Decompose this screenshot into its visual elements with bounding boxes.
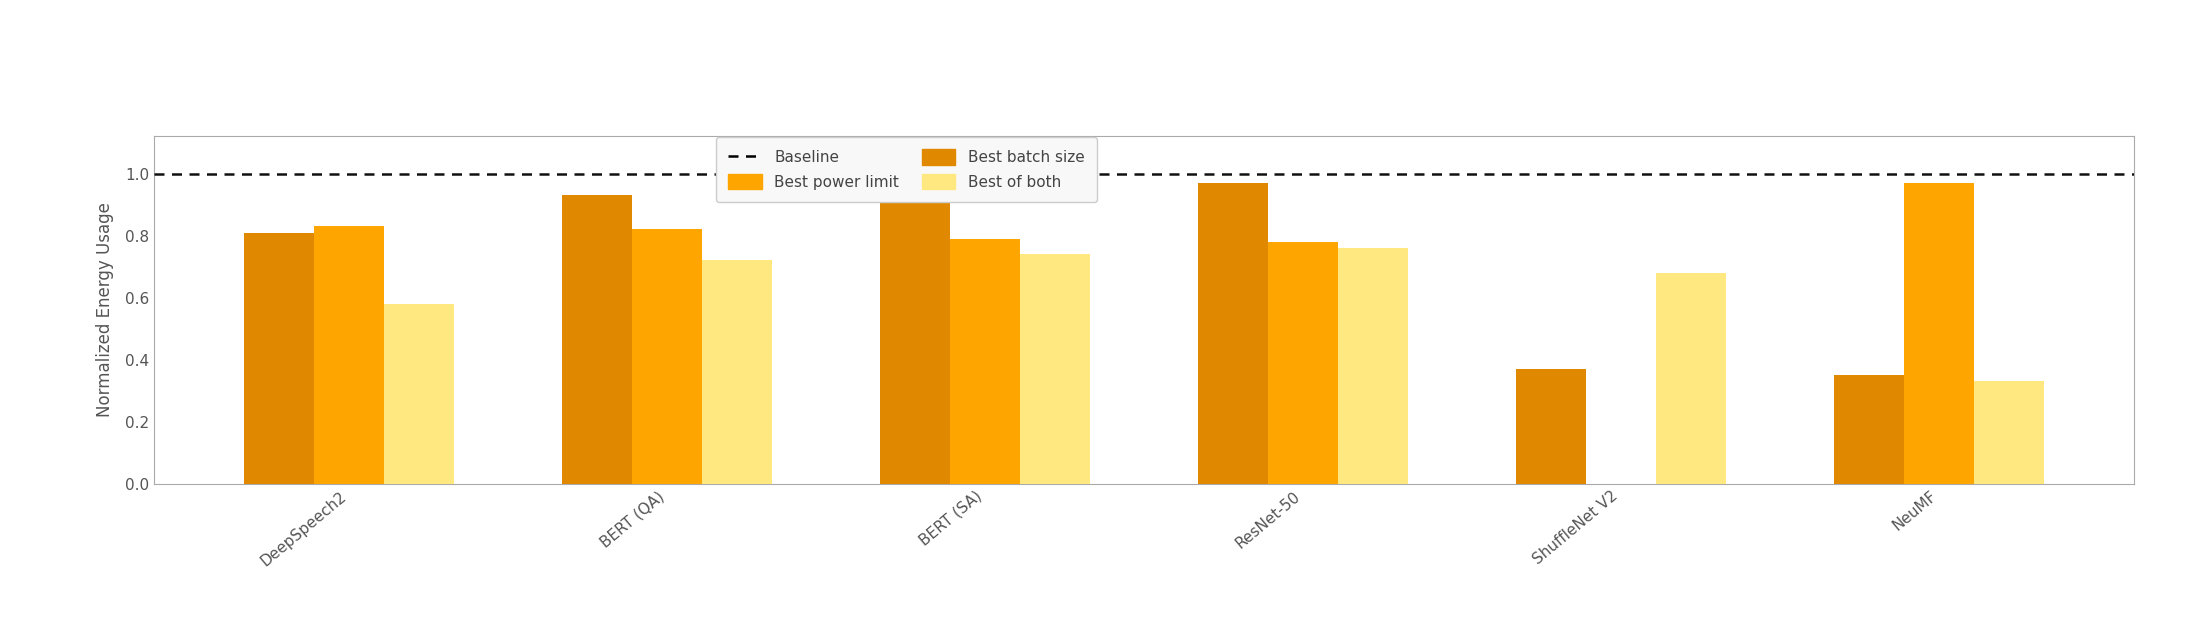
Bar xyxy=(561,195,631,484)
Bar xyxy=(1199,183,1267,484)
Bar xyxy=(244,232,315,484)
Bar xyxy=(1338,248,1408,484)
Bar xyxy=(1903,183,1973,484)
Bar xyxy=(1021,254,1089,484)
Bar xyxy=(1657,273,1727,484)
Bar xyxy=(315,226,385,484)
Bar xyxy=(631,229,702,484)
Bar xyxy=(1267,242,1338,484)
Bar xyxy=(1835,375,1903,484)
Bar xyxy=(702,260,772,484)
Bar xyxy=(1516,369,1586,484)
Legend: Baseline, Best power limit, Best batch size, Best of both: Baseline, Best power limit, Best batch s… xyxy=(715,137,1096,202)
Bar xyxy=(1973,381,2044,484)
Bar xyxy=(385,304,453,484)
Bar xyxy=(950,239,1021,484)
Bar xyxy=(880,183,950,484)
Y-axis label: Normalized Energy Usage: Normalized Energy Usage xyxy=(97,203,114,417)
